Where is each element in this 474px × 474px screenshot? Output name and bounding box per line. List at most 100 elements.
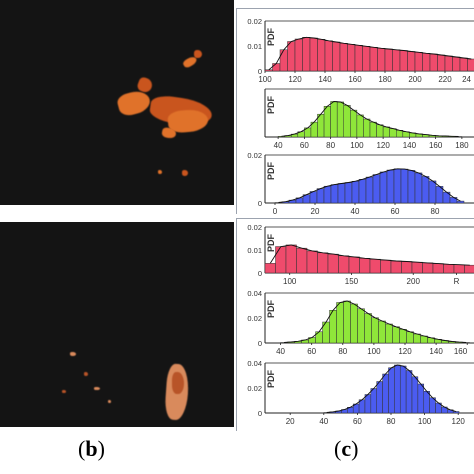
histogram-bar xyxy=(376,124,384,138)
y-tick-label: 0.04 xyxy=(247,359,262,368)
density-curve xyxy=(268,36,472,71)
x-tick-label: 160 xyxy=(454,347,468,356)
particle-top xyxy=(115,88,153,118)
x-tick-label: 140 xyxy=(318,75,332,84)
histogram-bar xyxy=(306,250,318,274)
y-tick-label: 0 xyxy=(258,67,262,76)
x-tick-label: 24 xyxy=(462,75,471,84)
histogram-bar xyxy=(389,128,397,138)
histogram-bar xyxy=(372,174,381,204)
histogram-bar xyxy=(407,170,416,204)
panel-label-b-letter: b xyxy=(85,436,98,461)
histogram-bar xyxy=(356,114,364,138)
panel-label-b: (b) xyxy=(78,436,105,462)
histogram-bar xyxy=(384,48,393,72)
x-tick-label: 160 xyxy=(348,75,362,84)
histogram-bar xyxy=(357,308,365,344)
x-tick-label: 80 xyxy=(326,141,335,150)
histogram-bar xyxy=(317,252,329,274)
x-tick-label: 100 xyxy=(350,141,364,150)
histogram-bar xyxy=(294,38,303,72)
x-tick-label: 180 xyxy=(378,75,392,84)
histogram-bar xyxy=(323,106,331,138)
y-axis-label: PDF xyxy=(266,299,276,318)
particle-top xyxy=(194,50,202,58)
x-tick-label: 100 xyxy=(367,347,381,356)
histogram-bar xyxy=(272,63,281,72)
histogram-bar xyxy=(323,185,332,204)
particle-bottom xyxy=(84,372,88,376)
histogram-bar xyxy=(399,365,407,414)
y-tick-label: 0.01 xyxy=(247,42,262,51)
y-axis-label: PDF xyxy=(266,161,276,180)
particle-bottom xyxy=(108,400,111,403)
histogram-bar xyxy=(388,367,395,414)
y-axis-label: PDF xyxy=(266,233,276,252)
histogram-bar xyxy=(369,47,378,72)
histogram-bar xyxy=(336,302,344,344)
density-curve xyxy=(326,364,457,413)
histogram-bar xyxy=(428,180,437,204)
histogram-bar xyxy=(467,58,474,72)
histogram-bar xyxy=(363,118,371,138)
x-tick-label: 120 xyxy=(398,347,412,356)
density-curve xyxy=(284,300,467,343)
histogram-bar xyxy=(399,50,408,72)
histogram-bar xyxy=(358,179,367,204)
histogram-bar xyxy=(405,370,413,414)
histogram-bar xyxy=(382,126,390,138)
histogram-bar xyxy=(330,101,338,138)
y-axis-label: PDF xyxy=(266,95,276,114)
density-curve xyxy=(278,168,461,203)
image-panel-top xyxy=(0,0,234,205)
histogram-bar xyxy=(364,394,372,414)
x-tick-label: R xyxy=(454,277,460,286)
panel-label-b-close: ) xyxy=(97,436,105,461)
density-curve xyxy=(281,101,459,137)
particle-bottom xyxy=(62,390,66,393)
x-tick-label: 40 xyxy=(319,417,328,426)
x-tick-label: 160 xyxy=(429,141,443,150)
histogram-bar xyxy=(380,259,392,274)
histogram-bar xyxy=(309,191,318,204)
histogram-bar xyxy=(453,264,465,274)
histogram-bar xyxy=(287,41,296,72)
histogram-bar xyxy=(385,323,393,344)
histogram-bar xyxy=(309,37,318,72)
histogram-bar xyxy=(464,264,474,274)
histogram-group-top: PDF 0.02 0.01 0 100 120 140 160 180 200 220 24 PDF 40… xyxy=(236,8,474,216)
histogram-bar xyxy=(411,261,423,274)
histogram-bar xyxy=(296,247,308,274)
histogram-bar xyxy=(399,329,407,344)
particle-bottom xyxy=(94,387,100,390)
density-curve xyxy=(269,244,470,266)
x-tick-label: 60 xyxy=(300,141,309,150)
histogram-bar xyxy=(369,258,381,274)
y-tick-label: 0 xyxy=(258,269,262,278)
y-tick-label: 0.02 xyxy=(247,17,262,26)
x-tick-label: 200 xyxy=(407,277,421,286)
histogram-bar xyxy=(411,376,419,414)
histogram-bar xyxy=(327,253,339,274)
histogram-bar xyxy=(432,263,444,274)
histogram-bar xyxy=(396,130,404,138)
histogram-bar xyxy=(394,364,401,414)
y-tick-label: 0.02 xyxy=(247,314,262,323)
y-tick-label: 0 xyxy=(258,199,262,208)
histogram-bar xyxy=(382,373,389,414)
histogram-bar xyxy=(429,53,438,72)
histogram-bar xyxy=(452,411,460,414)
histogram-bar xyxy=(437,54,446,72)
histogram-bar xyxy=(379,171,388,204)
histogram-bar xyxy=(316,188,325,204)
histogram-bar xyxy=(275,246,287,274)
histogram-bar xyxy=(401,261,413,274)
y-tick-label: 0 xyxy=(258,409,262,418)
histogram-bar xyxy=(336,101,344,138)
panel-label-b-open: ( xyxy=(78,436,86,461)
x-tick-label: 220 xyxy=(438,75,452,84)
x-tick-label: 40 xyxy=(276,347,285,356)
y-tick-label: 0.04 xyxy=(247,289,262,298)
panel-label-c-open: ( xyxy=(334,436,342,461)
